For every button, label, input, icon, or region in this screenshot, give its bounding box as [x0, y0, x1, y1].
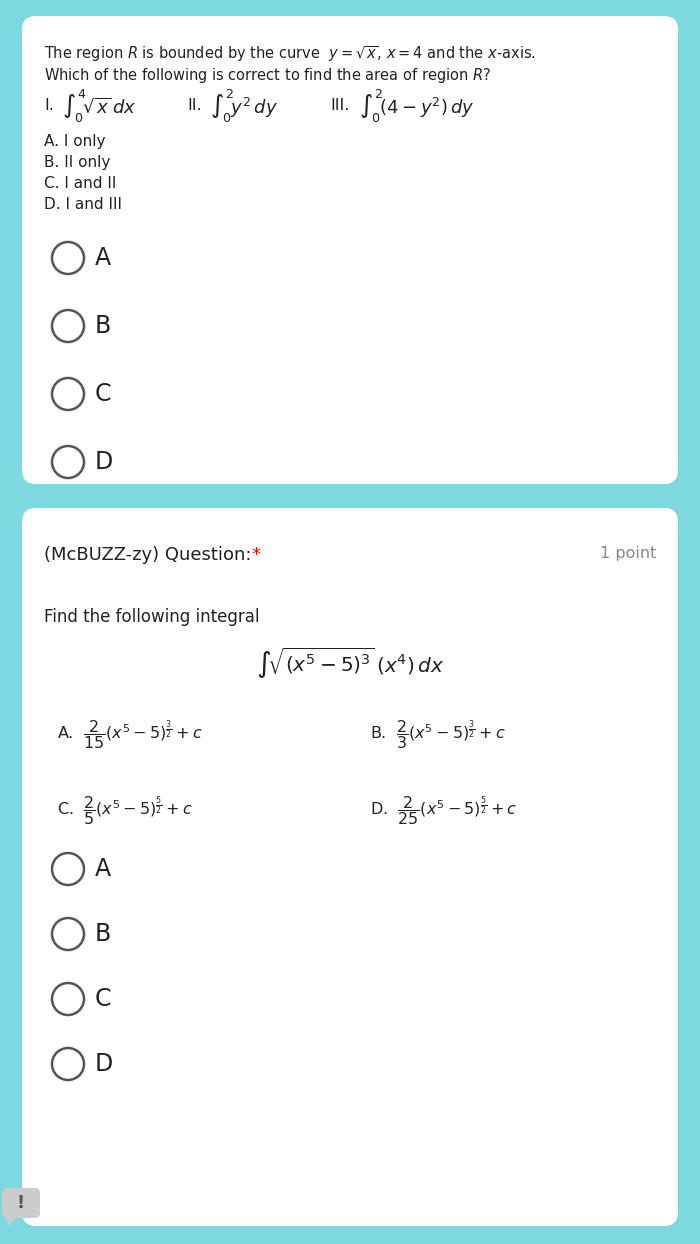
Text: !: ! [17, 1194, 25, 1212]
Text: (McBUZZ-zy) Question:: (McBUZZ-zy) Question: [44, 546, 258, 564]
Text: A. I only: A. I only [44, 134, 106, 149]
Text: B: B [95, 313, 111, 338]
Text: D. I and III: D. I and III [44, 197, 122, 211]
Text: C.  $\dfrac{2}{5}(x^5-5)^{\frac{5}{2}}+c$: C. $\dfrac{2}{5}(x^5-5)^{\frac{5}{2}}+c$ [57, 794, 193, 827]
Text: $\int_0^4\!\sqrt{x}\,dx$: $\int_0^4\!\sqrt{x}\,dx$ [62, 87, 136, 124]
Text: A: A [95, 857, 111, 881]
Text: B: B [95, 922, 111, 945]
Text: $\int_0^2\! y^2\,dy$: $\int_0^2\! y^2\,dy$ [210, 87, 278, 124]
Text: A: A [95, 246, 111, 270]
Text: III.: III. [330, 98, 349, 113]
FancyBboxPatch shape [2, 1188, 40, 1218]
Text: II.: II. [187, 98, 202, 113]
FancyBboxPatch shape [22, 508, 678, 1227]
Text: C. I and II: C. I and II [44, 175, 116, 192]
Text: $\int\!\sqrt{(x^5-5)^3}\,(x^4)\,dx$: $\int\!\sqrt{(x^5-5)^3}\,(x^4)\,dx$ [256, 646, 444, 682]
Text: B.  $\dfrac{2}{3}(x^5-5)^{\frac{3}{2}}+c$: B. $\dfrac{2}{3}(x^5-5)^{\frac{3}{2}}+c$ [370, 718, 505, 751]
Text: D.  $\dfrac{2}{25}(x^5-5)^{\frac{5}{2}}+c$: D. $\dfrac{2}{25}(x^5-5)^{\frac{5}{2}}+c… [370, 794, 517, 827]
Text: C: C [95, 986, 111, 1011]
Text: *: * [251, 546, 260, 564]
Text: B. II only: B. II only [44, 156, 111, 170]
Text: I.: I. [44, 98, 54, 113]
FancyBboxPatch shape [22, 16, 678, 484]
Text: A.  $\dfrac{2}{15}(x^5-5)^{\frac{3}{2}}+c$: A. $\dfrac{2}{15}(x^5-5)^{\frac{3}{2}}+c… [57, 718, 203, 751]
Text: $\int_0^2\!(4-y^2)\,dy$: $\int_0^2\!(4-y^2)\,dy$ [359, 87, 475, 124]
Text: 1 point: 1 point [600, 546, 656, 561]
Text: C: C [95, 382, 111, 406]
Text: D: D [95, 450, 113, 474]
Polygon shape [6, 1218, 16, 1227]
Text: D: D [95, 1052, 113, 1076]
Text: The region $R$ is bounded by the curve  $y = \sqrt{x}$, $x = 4$ and the $x$-axis: The region $R$ is bounded by the curve $… [44, 44, 536, 63]
Text: Find the following integral: Find the following integral [44, 608, 260, 626]
Text: Which of the following is correct to find the area of region $R$?: Which of the following is correct to fin… [44, 66, 491, 85]
